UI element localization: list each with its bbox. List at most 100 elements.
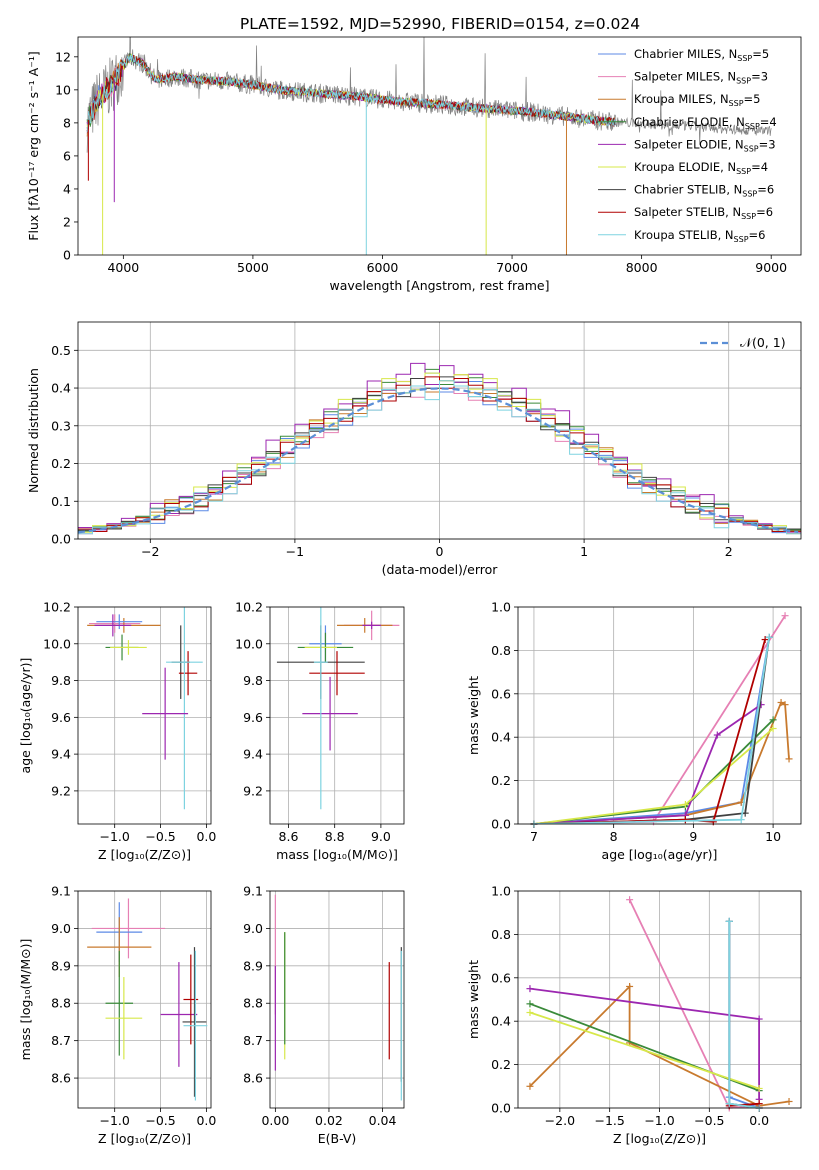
axes-frame (77, 606, 212, 825)
y-tick-label: 10 (55, 82, 71, 97)
axes-frame (517, 890, 802, 1109)
mass-vs-metallicity-panel: −1.0 −0.5 0.0 8.6 8.7 8.8 8.9 9.0 9.1 Z [log₁₀(Z/… (18, 884, 216, 1147)
y-tick-label: 0.0 (491, 1101, 511, 1116)
x-axis-label: mass [log₁₀(M/M⊙)] (276, 847, 398, 862)
y-tick-label: 9.2 (51, 783, 71, 798)
y-axis-label: mass [log₁₀(M/M⊙)] (18, 939, 33, 1061)
y-tick-label: 9.2 (243, 783, 263, 798)
y-tick-label: 9.8 (51, 673, 71, 688)
weight-vs-age-panel: 7 8 9 10 0.0 0.2 0.4 0.6 0.8 1.0 age [log₁₀(age/yr… (466, 600, 802, 862)
x-tick-label: 6000 (367, 260, 399, 275)
y-tick-label: 8.9 (243, 958, 263, 973)
y-tick-label: 10.2 (235, 600, 263, 615)
y-tick-label: 0.4 (51, 381, 71, 396)
age-vs-metallicity-panel: −1.0 −0.5 0.0 9.2 9.4 9.6 9.8 10.0 10.2 Z [log₁₀(… (18, 600, 216, 863)
y-tick-label: 0.2 (491, 1057, 511, 1072)
x-axis-label: (data-model)/error (382, 562, 499, 577)
y-tick-label: 8.6 (51, 1071, 71, 1086)
y-tick-label: 9.1 (243, 884, 263, 899)
weight-series-kroupa_elodie (529, 1011, 760, 1090)
x-tick-label: −1.0 (100, 829, 130, 844)
observed-spectrum (86, 37, 772, 153)
legend-entry-label: Kroupa STELIB, NSSP=6 (634, 228, 765, 244)
model-spectrum-chabrier_stelib (86, 53, 617, 132)
x-tick-label: 9 (689, 829, 697, 844)
normal-curve (78, 387, 799, 534)
mass-vs-ebv-panel: 0.00 0.02 0.04 8.6 8.7 8.8 8.9 9.0 9.1 E(B-V) (243, 884, 405, 1146)
y-tick-label: 9.6 (243, 710, 263, 725)
y-tick-label: 10.0 (235, 636, 263, 651)
weight-series-kroupa_stelib (533, 637, 770, 824)
y-tick-label: 8.9 (51, 958, 71, 973)
x-tick-label: 2 (725, 544, 733, 559)
y-tick-label: 0.6 (491, 686, 511, 701)
y-tick-label: 1.0 (491, 884, 511, 899)
x-tick-label: 4000 (107, 260, 139, 275)
x-tick-label: −2 (141, 544, 159, 559)
x-tick-label: 0.04 (369, 1113, 397, 1128)
legend-entry-label: Chabrier MILES, NSSP=5 (634, 47, 769, 63)
y-tick-label: 10.0 (43, 636, 71, 651)
legend-entry-label: Kroupa MILES, NSSP=5 (634, 92, 760, 108)
y-tick-label: 8.7 (51, 1033, 71, 1048)
y-axis-label: Flux [fλ10⁻¹⁷ erg cm⁻² s⁻¹ A⁻¹] (26, 51, 41, 240)
x-tick-label: 0.02 (315, 1113, 343, 1128)
legend-entry-label: Chabrier ELODIE, NSSP=4 (634, 115, 777, 131)
figure-title: PLATE=1592, MJD=52990, FIBERID=0154, z=0… (240, 15, 640, 33)
x-tick-label: −2.0 (545, 1113, 575, 1128)
y-tick-label: 0.0 (491, 817, 511, 832)
y-tick-label: 8.6 (243, 1071, 263, 1086)
y-tick-label: 9.1 (51, 884, 71, 899)
x-tick-label: −0.5 (145, 1113, 175, 1128)
x-tick-label: 0.00 (261, 1113, 289, 1128)
axes-frame (77, 890, 212, 1109)
legend-entry-label: Salpeter ELODIE, NSSP=3 (634, 137, 776, 153)
weight-series-salpeter_elodie (529, 987, 760, 1100)
y-tick-label: 8.8 (243, 996, 263, 1011)
y-tick-label: 4 (63, 181, 71, 196)
y-tick-label: 0.0 (51, 532, 71, 547)
axes-frame (517, 606, 802, 825)
weight-series-chabrier_miles (533, 637, 770, 824)
y-axis-label: mass weight (466, 960, 481, 1039)
y-tick-label: 0.2 (491, 773, 511, 788)
x-axis-label: age [log₁₀(age/yr)] (602, 847, 718, 862)
y-tick-label: 9.4 (243, 747, 263, 762)
x-tick-label: 0.0 (196, 829, 216, 844)
y-axis-label: age [log₁₀(age/yr)] (18, 658, 33, 774)
spectrum-panel: 4000 5000 6000 7000 8000 9000 0 2 4 6 8 10 12 wavelen… (26, 36, 802, 293)
x-tick-label: −1.0 (644, 1113, 674, 1128)
x-tick-label: 8 (610, 829, 618, 844)
legend-entry-label: Chabrier STELIB, NSSP=6 (634, 183, 774, 199)
x-axis-label: wavelength [Angstrom, rest frame] (329, 278, 549, 293)
y-tick-label: 1.0 (491, 600, 511, 615)
x-axis-label: Z [log₁₀(Z/Z⊙)] (98, 847, 191, 862)
x-tick-label: −1 (286, 544, 304, 559)
axes-frame (77, 321, 802, 540)
y-tick-label: 0.8 (491, 643, 511, 658)
legend-entry-label: Salpeter STELIB, NSSP=6 (634, 205, 773, 221)
y-tick-label: 0.1 (51, 494, 71, 509)
y-tick-label: 9.8 (243, 673, 263, 688)
x-tick-label: 10 (765, 829, 781, 844)
x-tick-label: 1 (580, 544, 588, 559)
x-axis-label: E(B-V) (318, 1131, 357, 1146)
y-tick-label: 0.2 (51, 456, 71, 471)
weight-series-salpeter_stelib (533, 639, 766, 824)
legend-entry-label: Salpeter MILES, NSSP=3 (634, 70, 768, 86)
legend-entry-label: Kroupa ELODIE, NSSP=4 (634, 160, 768, 176)
y-tick-label: 12 (55, 49, 71, 64)
x-tick-label: −0.5 (145, 829, 175, 844)
y-axis-label: Normed distribution (26, 368, 41, 493)
x-tick-label: 8000 (626, 260, 658, 275)
x-tick-label: 8.8 (325, 829, 345, 844)
y-tick-label: 8.8 (51, 996, 71, 1011)
y-tick-label: 0.4 (491, 730, 511, 745)
model-spectrum-kroupa_stelib (86, 54, 617, 133)
weight-series-chabrier_stelib (533, 637, 770, 824)
x-tick-label: 9000 (755, 260, 787, 275)
y-tick-label: 9.6 (51, 710, 71, 725)
x-axis-label: Z [log₁₀(Z/Z⊙)] (613, 1131, 706, 1146)
x-tick-label: 0.0 (749, 1113, 769, 1128)
axes-frame (77, 36, 802, 256)
